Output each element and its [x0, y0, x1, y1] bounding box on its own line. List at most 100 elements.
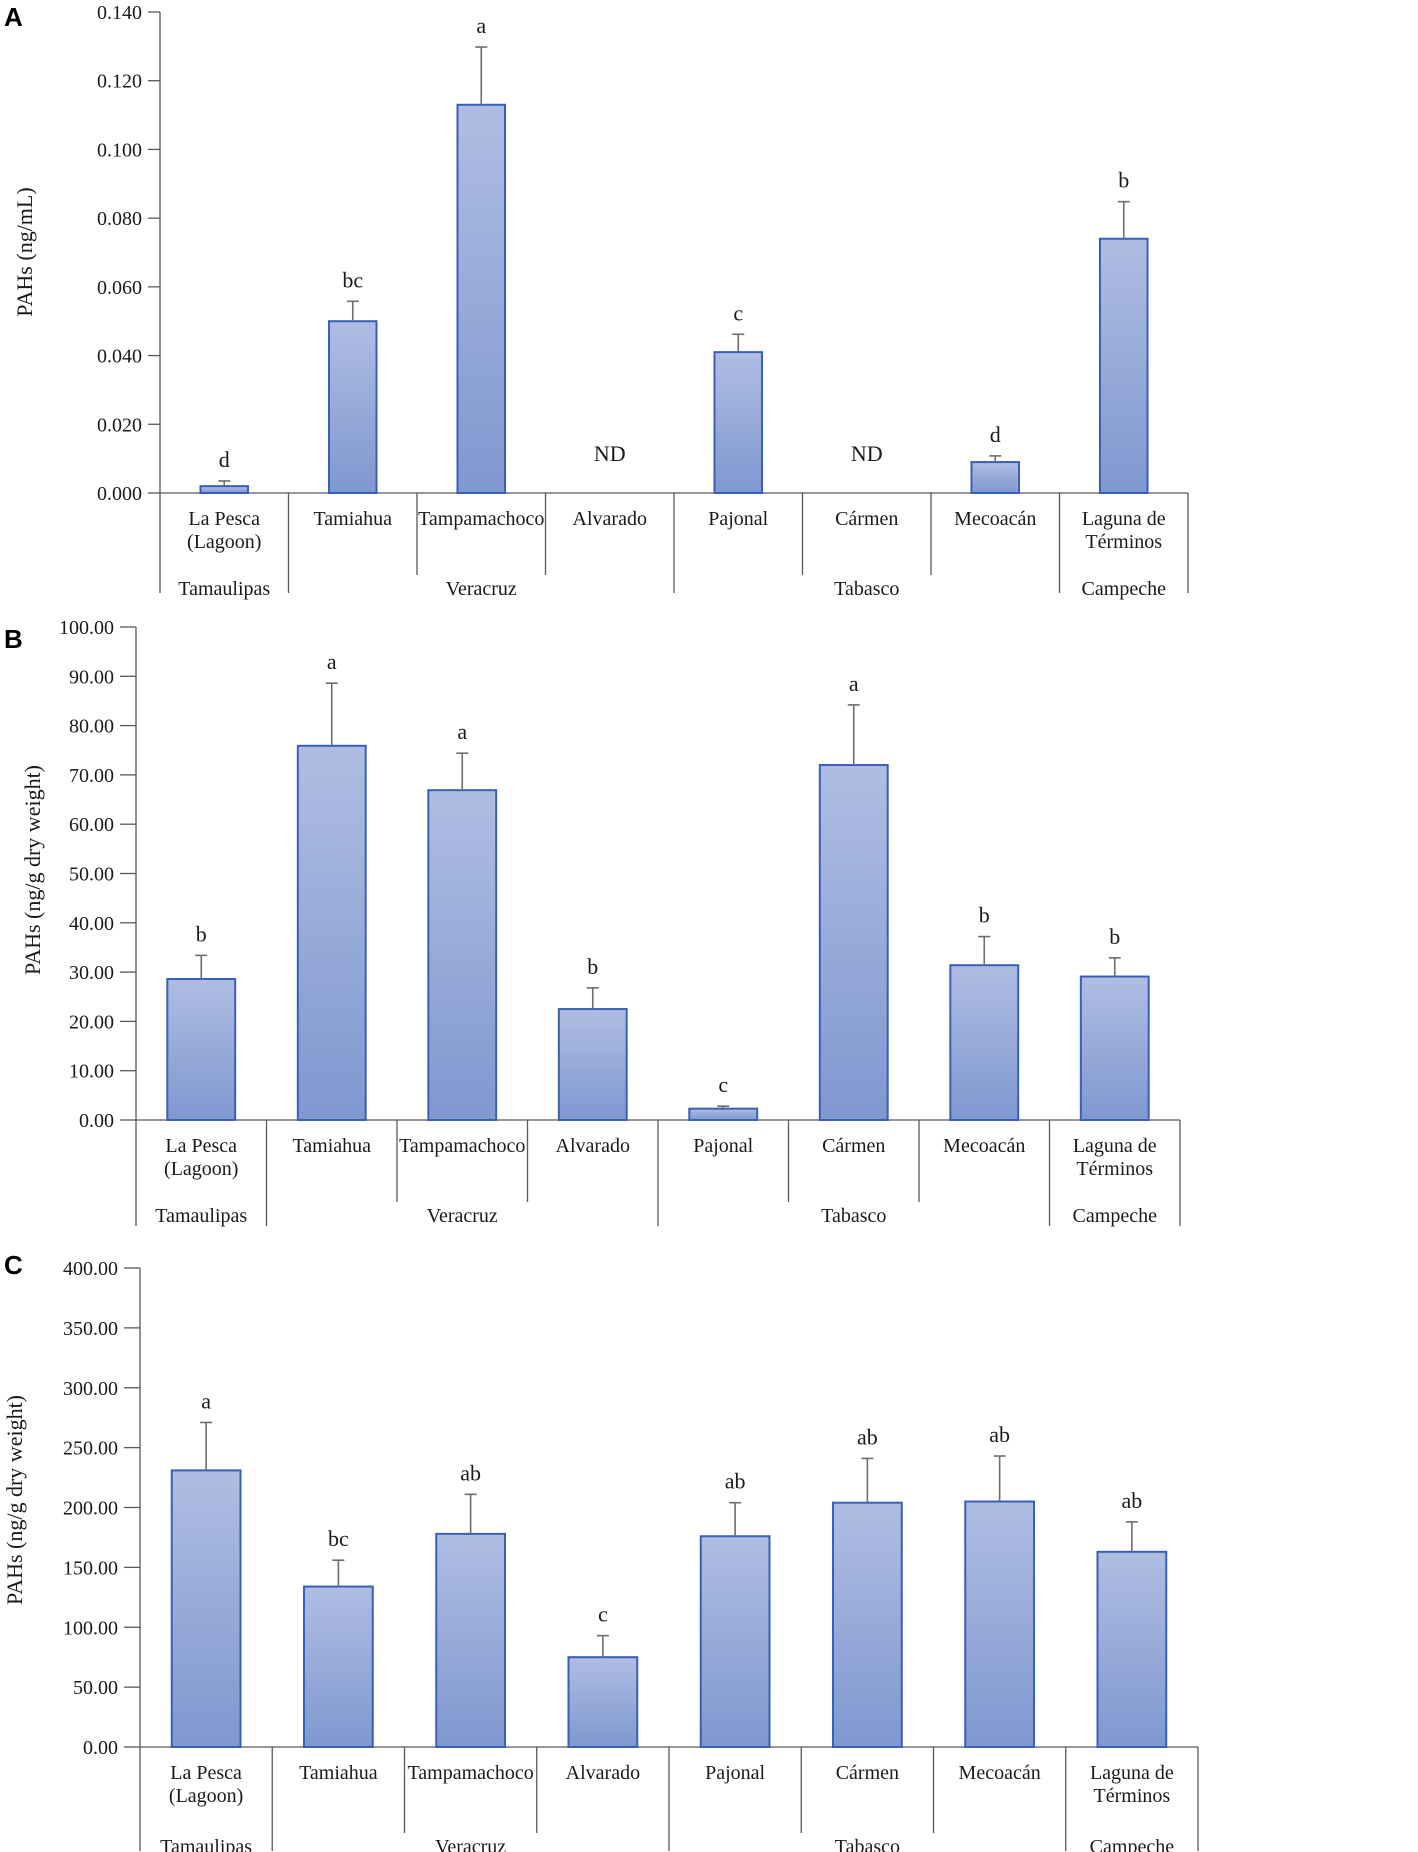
significance-label-c: ab [989, 1422, 1010, 1447]
y-tick-label-b: 30.00 [69, 962, 114, 984]
y-axis-label-a: PAHs (ng/mL) [12, 187, 37, 316]
y-tick-label-b: 80.00 [69, 716, 114, 738]
bar-c [435, 1532, 507, 1748]
y-tick-label-a: 0.000 [97, 483, 142, 505]
y-tick-label-b: 100.00 [59, 617, 114, 639]
category-label-a: Alvarado [573, 508, 647, 530]
significance-label-b: b [979, 903, 990, 928]
category-label-c: Pajonal [705, 1762, 765, 1784]
significance-label-c: c [598, 1602, 608, 1627]
y-tick-label-b: 70.00 [69, 765, 114, 787]
y-tick-label-a: 0.060 [97, 277, 142, 299]
bar-a [713, 351, 764, 494]
y-axis-label-c: PAHs (ng/g dry weight) [2, 1395, 27, 1605]
bar-b [427, 789, 498, 1121]
bar-a [1098, 237, 1149, 494]
category-label-c: Mecoacán [959, 1762, 1041, 1784]
significance-label-a: ND [851, 441, 883, 466]
bar-c [1096, 1550, 1168, 1748]
category-label-b: Laguna de Términos [1073, 1135, 1157, 1180]
category-label-a: Cármen [835, 508, 898, 530]
significance-label-a: d [219, 447, 230, 472]
y-tick-label-b: 0.00 [79, 1110, 114, 1132]
significance-label-c: bc [328, 1526, 349, 1551]
y-tick-label-c: 300.00 [63, 1378, 118, 1400]
category-label-a: Laguna de Términos [1082, 508, 1166, 553]
bar-b [166, 978, 237, 1122]
group-label-a: Campeche [1082, 578, 1167, 600]
significance-label-c: ab [460, 1460, 481, 1485]
group-label-b: Tabasco [821, 1205, 886, 1227]
significance-label-c: ab [725, 1469, 746, 1494]
bar-b [818, 764, 889, 1121]
group-label-b: Tamaulipas [155, 1205, 247, 1227]
category-label-b: La Pesca (Lagoon) [164, 1135, 238, 1180]
significance-label-c: ab [857, 1424, 878, 1449]
y-tick-label-a: 0.040 [97, 346, 142, 368]
significance-label-a: d [990, 422, 1001, 447]
panel-letter-b: B [4, 624, 23, 654]
group-label-a: Veracruz [446, 578, 517, 600]
significance-label-c: ab [1121, 1488, 1142, 1513]
significance-label-b: b [587, 954, 598, 979]
category-label-a: Mecoacán [954, 508, 1036, 530]
group-label-c: Tamaulipas [160, 1836, 252, 1852]
category-label-c: La Pesca (Lagoon) [169, 1762, 243, 1807]
category-label-b: Tamiahua [292, 1135, 371, 1157]
significance-label-c: a [201, 1388, 211, 1413]
bar-a [456, 103, 507, 494]
significance-label-b: b [196, 921, 207, 946]
group-label-c: Tabasco [835, 1836, 900, 1852]
category-label-c: Tamiahua [299, 1762, 378, 1784]
significance-label-b: b [1109, 924, 1120, 949]
y-tick-label-b: 40.00 [69, 913, 114, 935]
group-label-c: Veracruz [435, 1836, 506, 1852]
y-tick-label-c: 200.00 [63, 1498, 118, 1520]
group-label-a: Tamaulipas [178, 578, 270, 600]
y-tick-label-c: 0.00 [83, 1737, 118, 1759]
bar-c [831, 1501, 903, 1748]
significance-label-a: c [733, 300, 743, 325]
y-tick-label-b: 10.00 [69, 1061, 114, 1083]
bar-c [964, 1500, 1036, 1748]
category-label-a: Tamiahua [313, 508, 392, 530]
panel-letter-a: A [4, 2, 23, 32]
y-axis-label-b: PAHs (ng/g dry weight) [20, 765, 45, 975]
bar-b [949, 964, 1020, 1121]
category-label-b: Mecoacán [943, 1135, 1025, 1157]
significance-label-b: a [457, 719, 467, 744]
group-label-a: Tabasco [834, 578, 899, 600]
y-tick-label-a: 0.020 [97, 414, 142, 436]
y-tick-label-b: 20.00 [69, 1011, 114, 1033]
bar-a [970, 461, 1021, 495]
panel-letter-c: C [4, 1250, 23, 1280]
y-tick-label-c: 100.00 [63, 1617, 118, 1639]
category-label-c: Laguna de Términos [1090, 1762, 1174, 1807]
y-tick-label-b: 60.00 [69, 814, 114, 836]
group-label-c: Campeche [1090, 1836, 1175, 1852]
bar-c [170, 1469, 242, 1748]
bar-b [1079, 975, 1150, 1121]
category-label-b: Cármen [822, 1135, 885, 1157]
group-label-b: Campeche [1073, 1205, 1158, 1227]
bar-c [302, 1585, 374, 1749]
significance-label-b: a [849, 671, 859, 696]
significance-label-a: b [1118, 168, 1129, 193]
y-tick-label-c: 400.00 [63, 1258, 118, 1280]
y-tick-label-b: 50.00 [69, 864, 114, 886]
category-label-b: Alvarado [556, 1135, 630, 1157]
y-tick-label-a: 0.120 [97, 71, 142, 93]
y-tick-label-c: 50.00 [73, 1677, 118, 1699]
bar-b [688, 1107, 759, 1122]
group-label-b: Veracruz [427, 1205, 498, 1227]
y-tick-label-c: 150.00 [63, 1557, 118, 1579]
category-label-c: Alvarado [566, 1762, 640, 1784]
significance-label-a: a [476, 13, 486, 38]
category-label-c: Tampamachoco [407, 1762, 533, 1784]
panel-b: B PAHs (ng/g dry weight) 0.00 10.00 20.00 3… [4, 617, 1181, 1227]
panel-c: C PAHs (ng/g dry weight) 0.00 50.00 100.00… [2, 1250, 1199, 1852]
category-label-a: Pajonal [708, 508, 768, 530]
bar-c [699, 1535, 771, 1748]
y-tick-label-a: 0.080 [97, 208, 142, 230]
